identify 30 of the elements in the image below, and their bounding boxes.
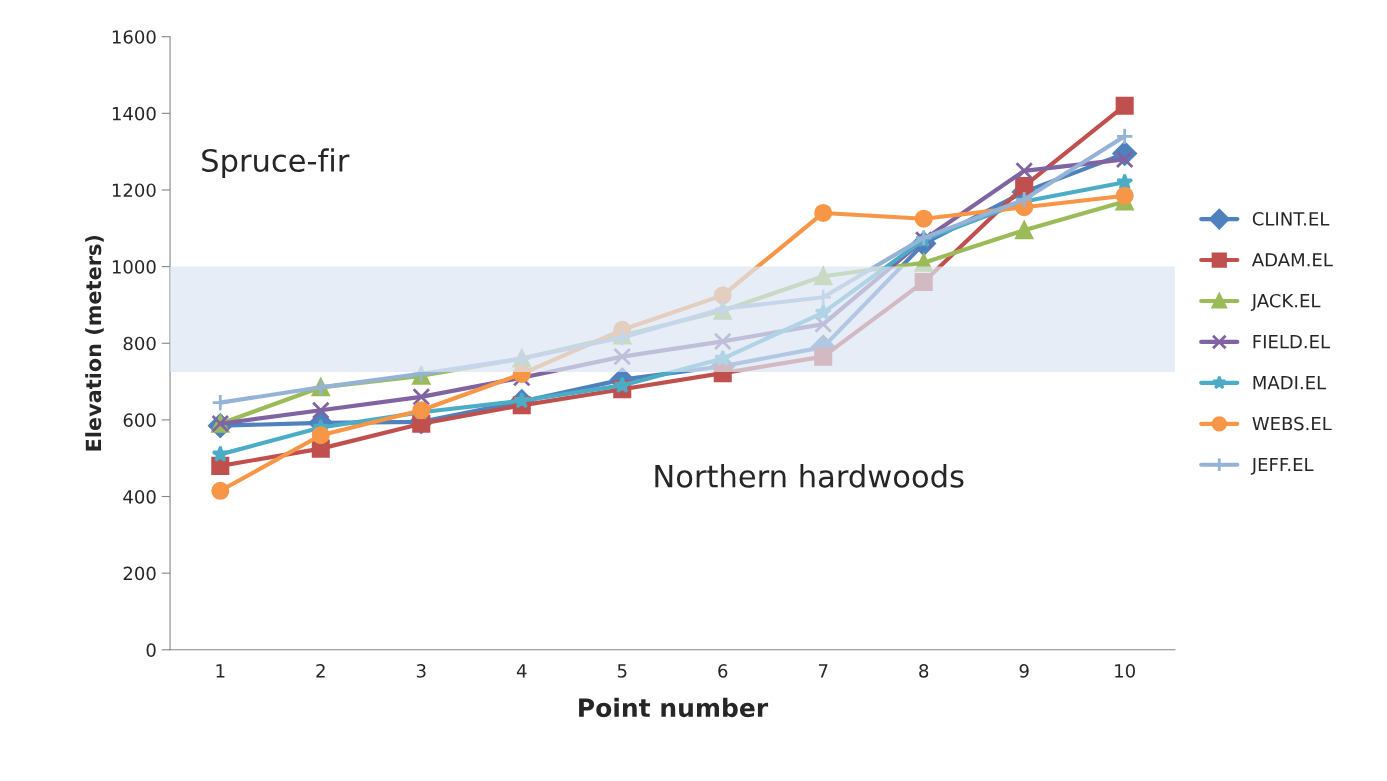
x-tick-label: 2 bbox=[316, 664, 325, 678]
y-tick-label: 200 bbox=[123, 566, 156, 581]
legend-label: FIELD.EL bbox=[1253, 335, 1330, 349]
x-tick-label: 5 bbox=[617, 664, 627, 678]
x-tick-label: 1 bbox=[216, 664, 225, 678]
legend-label: MADI.EL bbox=[1253, 376, 1327, 390]
x-tick-label: 3 bbox=[416, 664, 426, 678]
x-tick-label: 7 bbox=[818, 664, 828, 678]
y-tick-label: 0 bbox=[146, 643, 156, 657]
legend-label: ADAM.EL bbox=[1251, 253, 1333, 267]
x-tick-label: 4 bbox=[516, 664, 527, 678]
y-tick-label: 1600 bbox=[112, 30, 156, 44]
annotation: Northern hardwoods bbox=[655, 464, 964, 488]
y-axis-title: Elevation (meters) bbox=[85, 235, 104, 451]
y-tick-label: 600 bbox=[123, 413, 156, 427]
legend-label: JEFF.EL bbox=[1250, 457, 1314, 475]
annotation: Spruce-fir bbox=[202, 148, 350, 178]
y-tick-label: 1200 bbox=[112, 183, 156, 198]
y-tick-label: 400 bbox=[123, 489, 156, 504]
x-tick-label: 6 bbox=[718, 664, 728, 678]
x-tick-label: 9 bbox=[1019, 664, 1029, 678]
y-tick-label: 1400 bbox=[112, 106, 156, 121]
x-tick-label: 10 bbox=[1115, 664, 1135, 678]
x-tick-label: 8 bbox=[919, 664, 929, 678]
legend-label: WEBS.EL bbox=[1252, 416, 1332, 431]
y-tick-label: 800 bbox=[123, 336, 156, 351]
legend-label: JACK.EL bbox=[1250, 293, 1321, 311]
x-axis-title: Point number bbox=[579, 697, 769, 718]
legend-label: CLINT.EL bbox=[1252, 211, 1330, 226]
y-tick-label: 1000 bbox=[112, 260, 156, 274]
